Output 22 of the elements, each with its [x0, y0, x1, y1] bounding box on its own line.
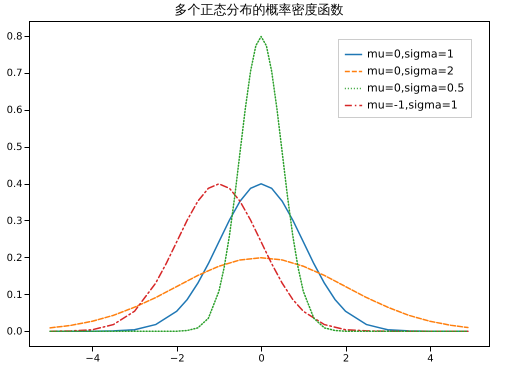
x-tick-label: −2 [170, 354, 185, 364]
x-tick-label: −4 [85, 354, 100, 364]
line-series [49, 36, 469, 332]
y-tick-label: 0.8 [6, 31, 22, 42]
line-series [49, 256, 469, 329]
y-tick-label: 0.0 [6, 326, 22, 338]
x-tick-label: 4 [427, 354, 434, 364]
y-tick-label: 0.4 [6, 179, 22, 190]
legend-label: mu=0,sigma=2 [367, 64, 454, 78]
y-tick-label: 0.3 [6, 216, 22, 227]
y-tick-label: 0.2 [6, 252, 22, 264]
legend-label: mu=0,sigma=1 [367, 48, 454, 60]
legend-label: mu=-1,sigma=1 [367, 98, 458, 112]
y-tick-label: 0.1 [6, 290, 22, 301]
x-tick-label: 0 [258, 354, 265, 364]
y-tick-label: 0.7 [6, 68, 22, 80]
line-series [49, 183, 469, 332]
legend-label: mu=0,sigma=0.5 [367, 82, 464, 94]
chart-title: 多个正态分布的概率密度函数 [174, 2, 344, 18]
y-tick-label: 0.5 [6, 142, 22, 154]
y-tick-label: 0.6 [6, 105, 22, 116]
x-tick-label: 2 [342, 354, 350, 364]
